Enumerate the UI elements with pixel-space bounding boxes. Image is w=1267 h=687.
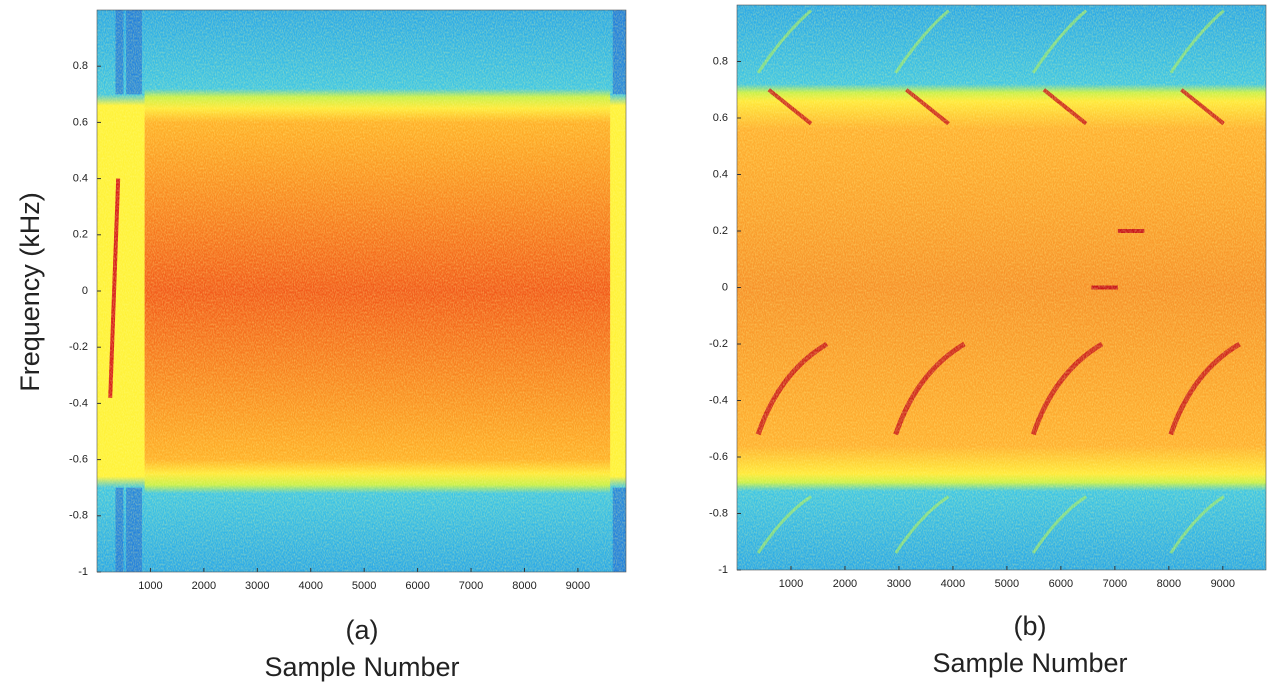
x-tick-label: 5000 — [352, 580, 376, 592]
x-tick-label: 5000 — [995, 578, 1019, 590]
y-tick-label: -0.6 — [709, 451, 728, 463]
x-tick-label: 7000 — [1103, 578, 1127, 590]
x-tick-label: 1000 — [779, 578, 803, 590]
x-axis-label: Sample Number — [264, 652, 459, 682]
y-tick-label: 0.8 — [713, 55, 728, 67]
y-tick-label: 0.2 — [713, 225, 728, 237]
y-tick-label: 0 — [722, 281, 728, 293]
y-tick-label: 0.6 — [73, 116, 88, 128]
y-tick-label: -1 — [718, 564, 728, 576]
plot-frame — [96, 9, 627, 573]
x-tick-label: 6000 — [405, 580, 429, 592]
panel-caption: (b) — [1014, 611, 1047, 641]
y-tick-label: 0.4 — [73, 173, 88, 185]
y-tick-label: 0 — [82, 285, 88, 297]
y-tick-label: -0.2 — [709, 338, 728, 350]
y-tick-label: -0.8 — [709, 507, 728, 519]
spectrogram-noise — [737, 5, 1266, 570]
x-tick-label: 3000 — [245, 580, 269, 592]
y-tick-label: -0.4 — [709, 394, 728, 406]
x-tick-label: 3000 — [887, 578, 911, 590]
x-tick-label: 4000 — [298, 580, 322, 592]
x-tick-label: 7000 — [459, 580, 483, 592]
y-tick-label: -0.6 — [69, 454, 88, 466]
y-axis-label: Frequency (kHz) — [15, 192, 45, 392]
x-axis-label: Sample Number — [932, 648, 1127, 678]
y-tick-label: -1 — [78, 566, 88, 578]
x-tick-label: 8000 — [512, 580, 536, 592]
x-tick-label: 9000 — [1211, 578, 1235, 590]
y-tick-label: 0.2 — [73, 229, 88, 241]
y-tick-label: 0.6 — [713, 112, 728, 124]
spectrogram-noise — [97, 10, 626, 572]
panel-caption: (a) — [346, 615, 379, 645]
x-tick-label: 2000 — [833, 578, 857, 590]
y-tick-label: 0.4 — [713, 168, 728, 180]
x-tick-label: 9000 — [566, 580, 590, 592]
x-tick-label: 4000 — [941, 578, 965, 590]
plot-frame — [736, 4, 1267, 571]
x-tick-label: 8000 — [1157, 578, 1181, 590]
x-tick-label: 1000 — [138, 580, 162, 592]
x-tick-label: 2000 — [192, 580, 216, 592]
y-tick-label: 0.8 — [73, 60, 88, 72]
y-tick-label: -0.8 — [69, 510, 88, 522]
y-tick-label: -0.4 — [69, 397, 88, 409]
x-tick-label: 6000 — [1049, 578, 1073, 590]
y-tick-label: -0.2 — [69, 341, 88, 353]
